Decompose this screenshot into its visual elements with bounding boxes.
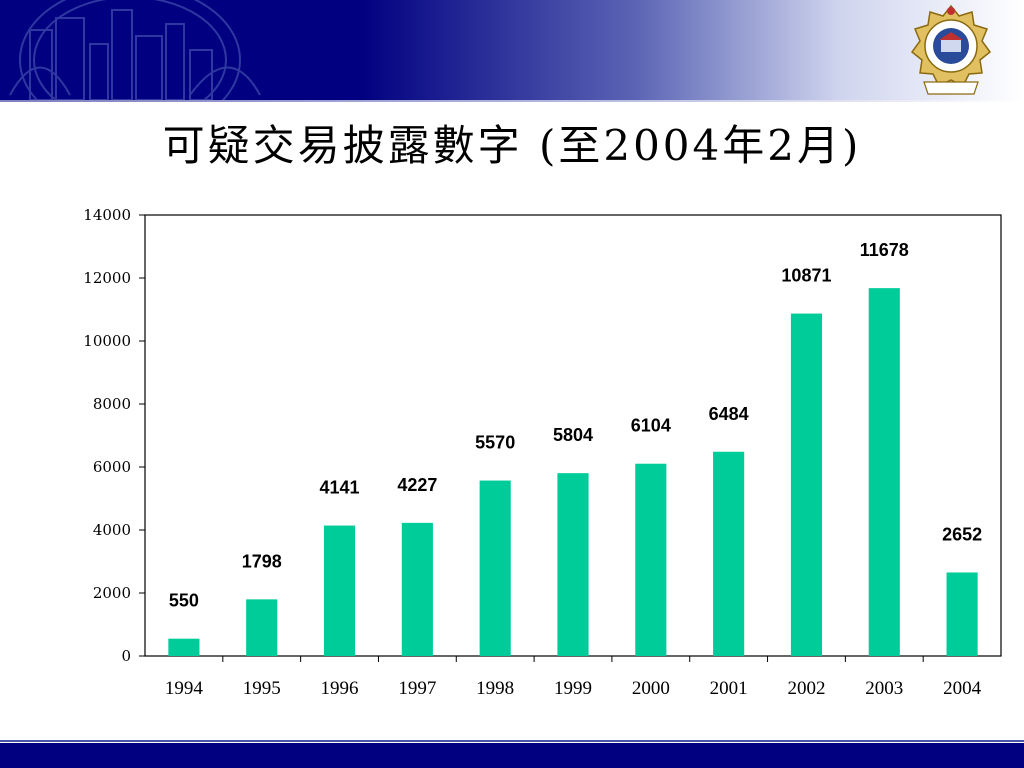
data-label-1999: 5804 bbox=[553, 425, 593, 445]
y-tick-label: 2000 bbox=[93, 584, 131, 602]
data-label-1994: 550 bbox=[169, 591, 199, 611]
page-title: 可疑交易披露數字 (至2004年2月) bbox=[162, 121, 862, 170]
y-tick-label: 10000 bbox=[83, 332, 131, 350]
y-tick-label: 0 bbox=[121, 647, 131, 665]
y-tick-label: 12000 bbox=[83, 269, 131, 287]
x-tick-label-1995: 1995 bbox=[243, 678, 281, 699]
header-banner bbox=[0, 0, 1024, 100]
banner-watermark bbox=[9, 0, 261, 100]
banner-rule bbox=[0, 100, 1024, 102]
data-label-2004: 2652 bbox=[942, 524, 982, 544]
bar-2004 bbox=[946, 572, 978, 656]
footer-bar bbox=[0, 743, 1024, 768]
bar-1994 bbox=[168, 638, 200, 656]
bar-2000 bbox=[635, 463, 667, 656]
x-tick-label-2002: 2002 bbox=[787, 678, 825, 699]
data-label-2003: 11678 bbox=[860, 240, 909, 260]
x-tick-label-1996: 1996 bbox=[321, 678, 359, 699]
bar-1995 bbox=[246, 599, 278, 656]
y-tick-label: 4000 bbox=[93, 521, 131, 539]
bar-2001 bbox=[713, 451, 745, 656]
bar-1997 bbox=[401, 522, 433, 656]
bar-1999 bbox=[557, 473, 589, 656]
data-label-2002: 10871 bbox=[781, 266, 831, 286]
x-tick-label-2001: 2001 bbox=[710, 678, 748, 699]
data-label-1998: 5570 bbox=[475, 433, 515, 453]
footer-rule bbox=[0, 740, 1024, 742]
y-tick-label: 6000 bbox=[93, 458, 131, 476]
data-label-2001: 6484 bbox=[709, 404, 749, 424]
x-tick-label-1999: 1999 bbox=[554, 678, 592, 699]
data-label-2000: 6104 bbox=[631, 416, 671, 436]
x-tick-label-1994: 1994 bbox=[165, 678, 204, 699]
bar-1996 bbox=[323, 525, 356, 656]
x-tick-label-2000: 2000 bbox=[632, 678, 670, 699]
bar-1998 bbox=[479, 480, 511, 656]
data-label-1996: 4141 bbox=[320, 478, 360, 498]
x-tick-label-2004: 2004 bbox=[943, 678, 982, 699]
x-tick-label-1997: 1997 bbox=[398, 678, 436, 699]
bar-2003 bbox=[868, 288, 900, 656]
bar-2002 bbox=[790, 313, 823, 656]
x-tick-label-2003: 2003 bbox=[865, 678, 903, 699]
x-tick-label-1998: 1998 bbox=[476, 678, 514, 699]
data-label-1997: 4227 bbox=[397, 475, 437, 495]
data-label-1995: 1798 bbox=[242, 551, 282, 571]
y-tick-label: 14000 bbox=[83, 206, 131, 224]
police-emblem-icon bbox=[906, 2, 996, 102]
y-tick-label: 8000 bbox=[93, 395, 131, 413]
